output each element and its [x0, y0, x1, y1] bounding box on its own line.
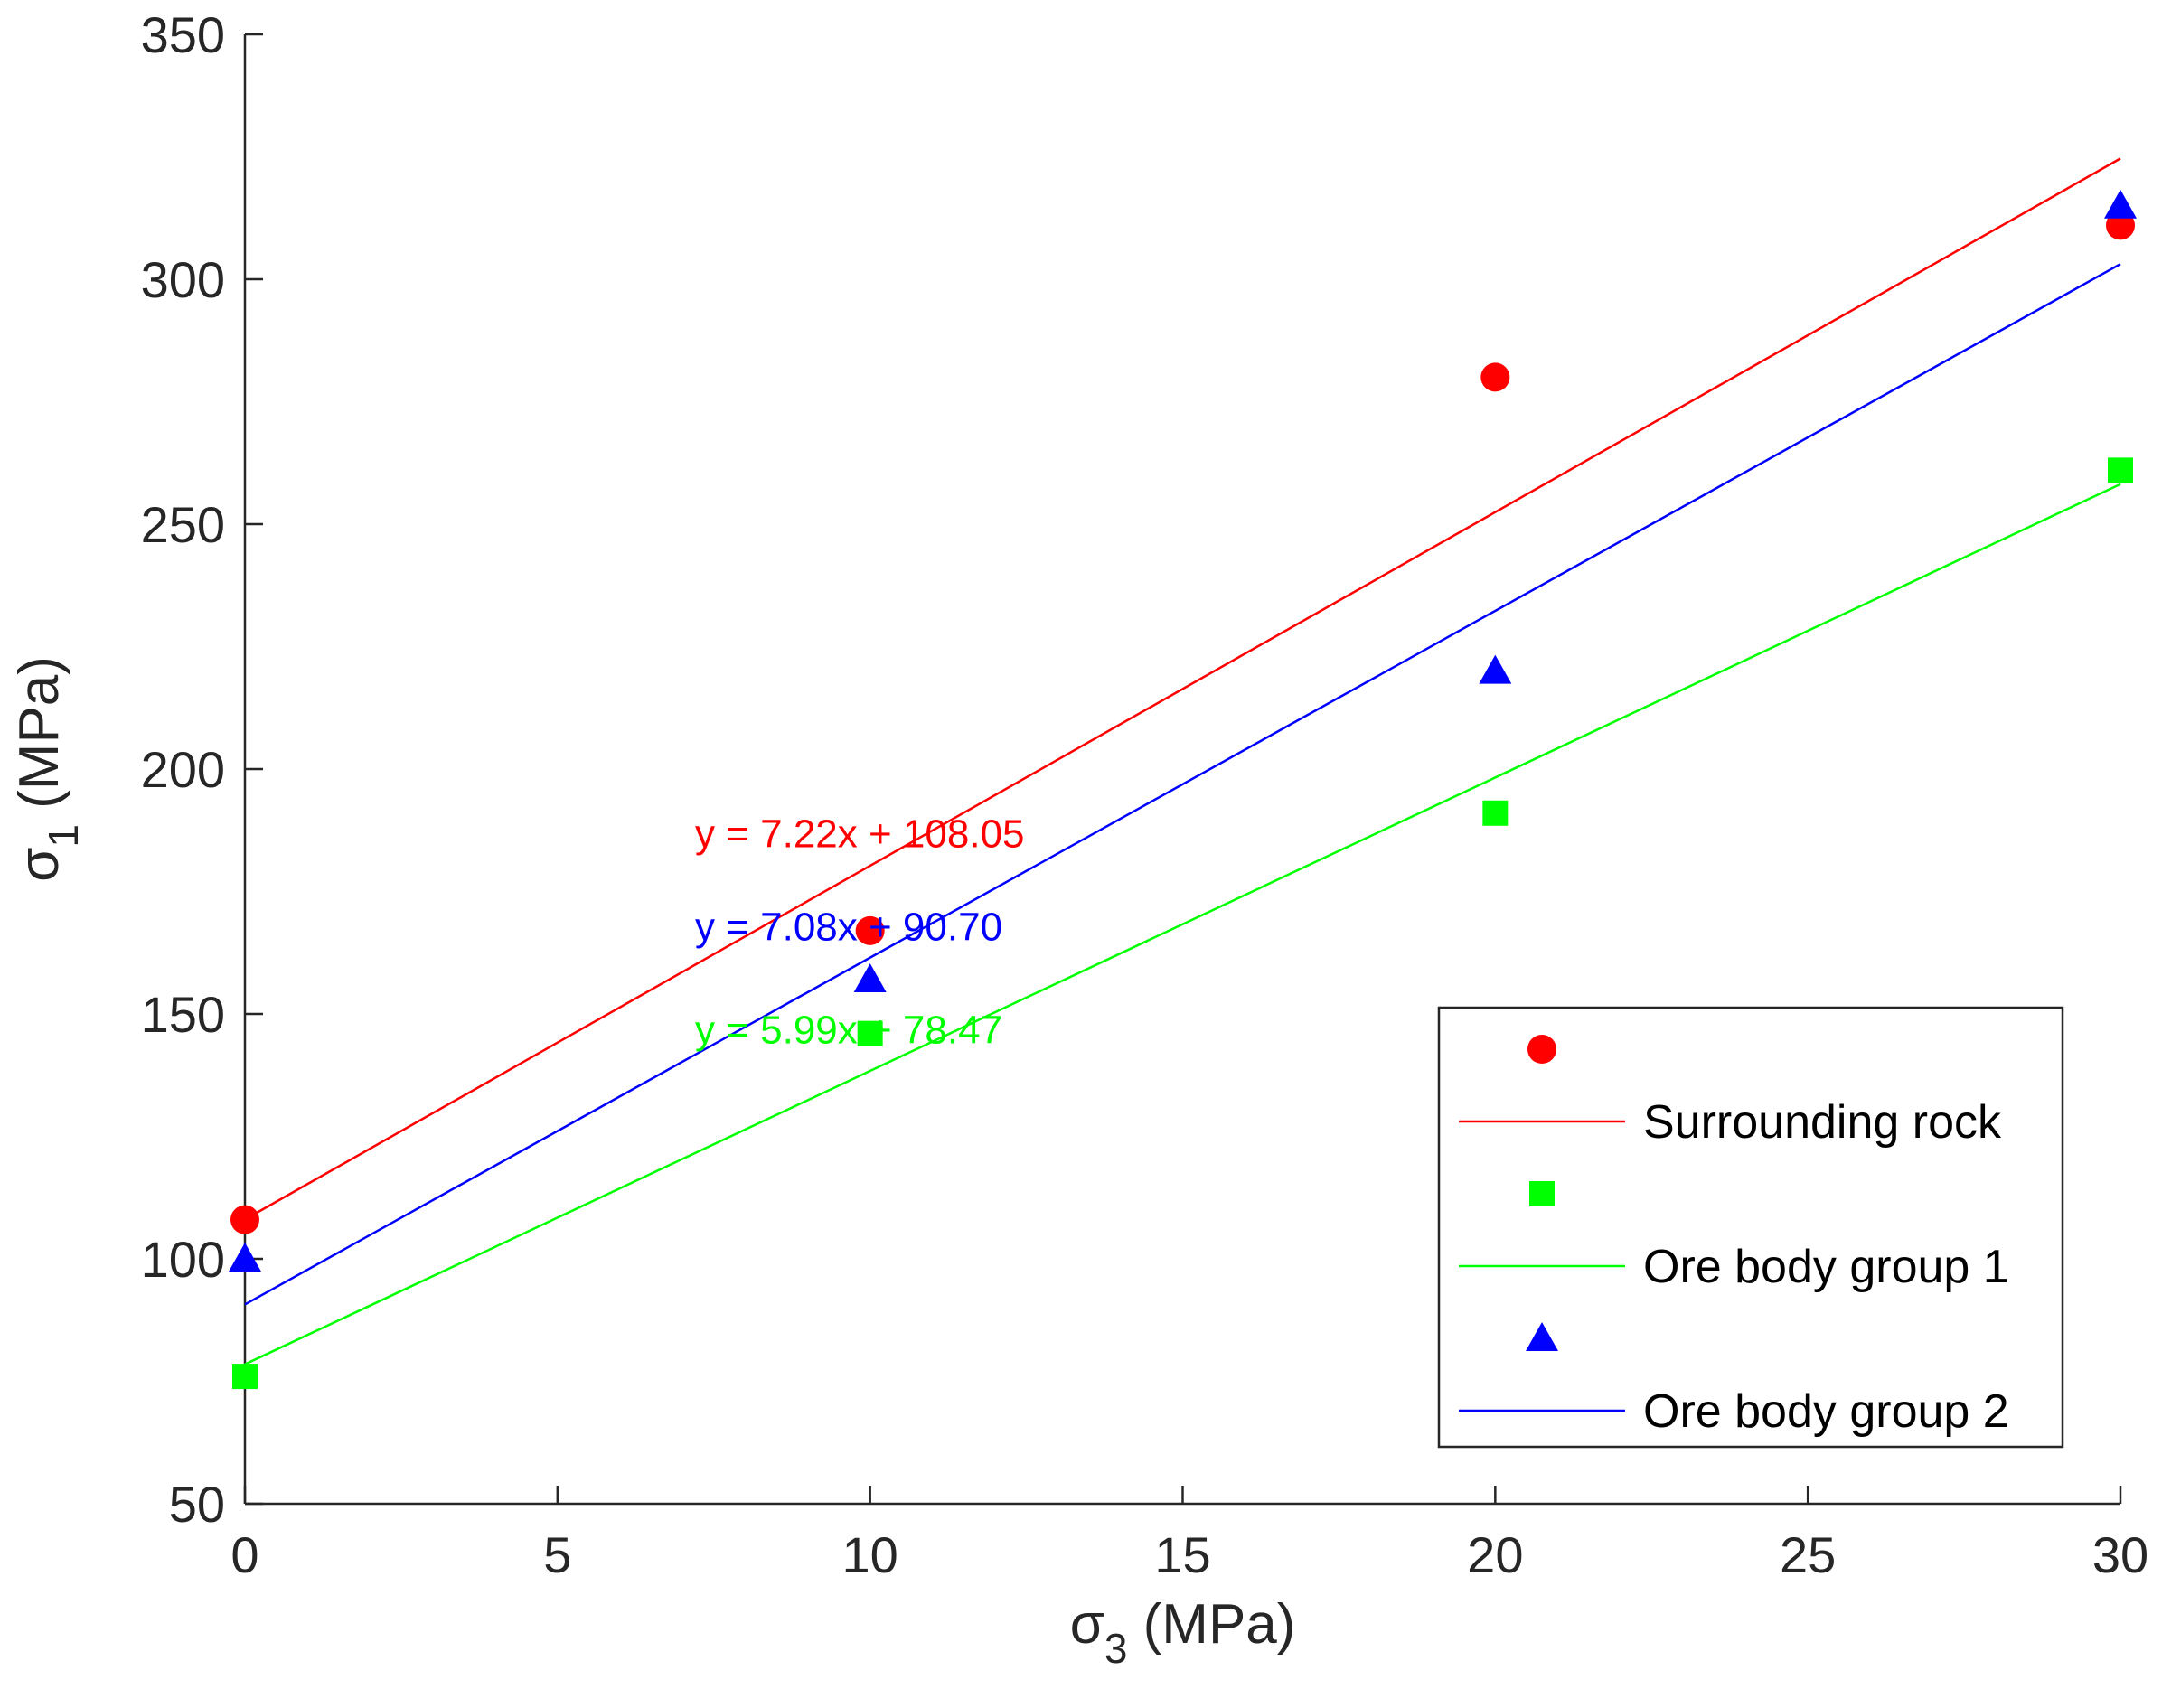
- x-axis-label-subscript: 3: [1104, 1625, 1128, 1672]
- fit-line-1: [244, 483, 2121, 1365]
- x-axis-label-symbol: σ: [1070, 1593, 1104, 1656]
- legend-marker-2: [1526, 1322, 1558, 1351]
- fit-equation-2: y = 7.08x + 90.70: [695, 906, 1002, 950]
- x-tick-label: 0: [230, 1526, 258, 1583]
- legend: Surrounding rock Ore body group 1 Ore body…: [1437, 1006, 2064, 1449]
- x-tick-label: 5: [543, 1526, 571, 1583]
- data-point-0-2: [1480, 362, 1510, 392]
- fit-equation-1: y = 5.99x + 78.47: [695, 1009, 1002, 1053]
- legend-label-2: Ore body group 2: [1643, 1385, 2009, 1438]
- data-point-1-0: [232, 1364, 258, 1390]
- data-point-1-2: [1482, 800, 1509, 826]
- x-tick-label: 10: [842, 1526, 898, 1583]
- x-tick-label: 15: [1154, 1526, 1210, 1583]
- y-axis-label-subscript: 1: [40, 824, 87, 848]
- y-axis-label-unit: (MPa): [8, 656, 70, 824]
- y-axis-label-symbol: σ: [8, 848, 70, 882]
- data-point-1-3: [2108, 457, 2133, 483]
- legend-label-1: Ore body group 1: [1643, 1241, 2009, 1293]
- y-tick-label: 350: [141, 6, 225, 63]
- data-point-2-3: [2104, 189, 2137, 219]
- y-axis-label: σ1 (MPa): [8, 656, 87, 882]
- legend-marker-1: [1529, 1181, 1555, 1206]
- fit-equation-0: y = 7.22x + 108.05: [695, 812, 1025, 857]
- data-point-2-1: [853, 963, 887, 993]
- y-tick-label: 200: [141, 741, 225, 798]
- y-tick-label: 100: [141, 1231, 225, 1288]
- x-tick-label: 20: [1467, 1526, 1523, 1583]
- y-tick-label: 150: [141, 986, 225, 1043]
- data-points: [229, 189, 2137, 1390]
- fit-line-0: [244, 157, 2121, 1221]
- y-tick-label: 250: [141, 496, 225, 553]
- data-point-2-0: [229, 1243, 261, 1272]
- x-tick-label: 25: [1780, 1526, 1836, 1583]
- x-axis-label: σ3 (MPa): [1070, 1593, 1296, 1672]
- fit-lines: [244, 157, 2121, 1365]
- x-tick-label: 30: [2092, 1526, 2148, 1583]
- fit-line-2: [244, 263, 2121, 1306]
- legend-box: [1437, 1006, 2064, 1449]
- y-tick-label: 50: [169, 1476, 225, 1533]
- y-tick-label: 300: [141, 251, 225, 308]
- data-point-0-0: [230, 1205, 259, 1234]
- legend-label-0: Surrounding rock: [1643, 1096, 2002, 1149]
- data-point-1-1: [857, 1020, 883, 1046]
- data-point-0-1: [855, 915, 885, 945]
- x-axis-label-unit: (MPa): [1127, 1593, 1295, 1656]
- fit-equations: y = 7.22x + 108.05 y = 5.99x + 78.47 y = 7…: [695, 812, 1025, 1053]
- legend-marker-0: [1528, 1035, 1556, 1064]
- data-point-2-2: [1479, 654, 1512, 684]
